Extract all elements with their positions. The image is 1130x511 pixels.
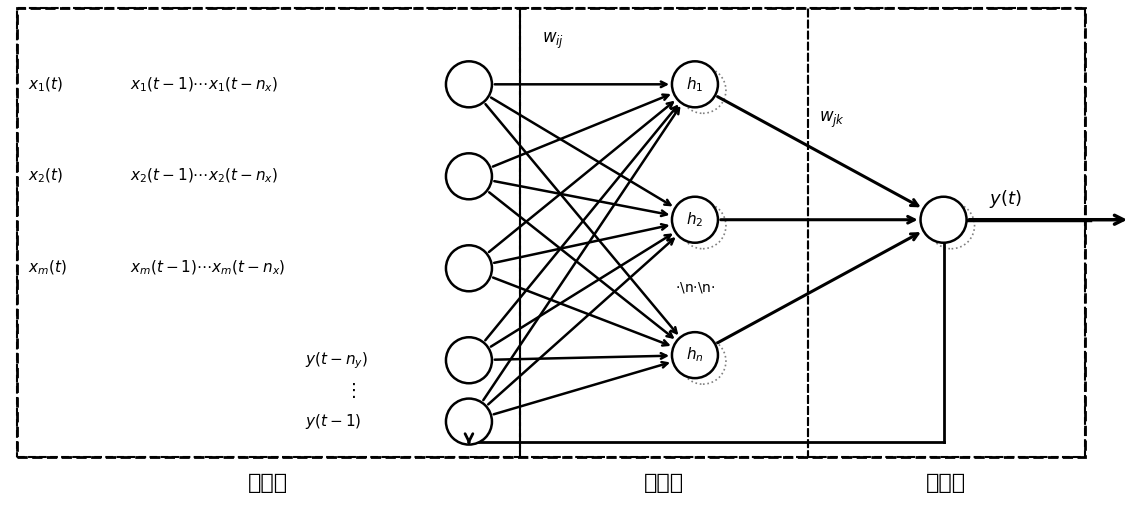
Text: 隐藏层: 隐藏层 xyxy=(644,473,684,493)
Text: $y(t-n_y)$: $y(t-n_y)$ xyxy=(305,350,368,370)
Circle shape xyxy=(672,332,718,378)
Text: $x_m(t-1)\cdots x_m(t-n_x)$: $x_m(t-1)\cdots x_m(t-n_x)$ xyxy=(130,259,285,277)
Circle shape xyxy=(446,61,492,107)
Circle shape xyxy=(672,61,718,107)
Text: $x_2(t)$: $x_2(t)$ xyxy=(28,167,63,185)
Circle shape xyxy=(446,399,492,445)
Text: $\vdots$: $\vdots$ xyxy=(345,381,356,401)
Circle shape xyxy=(921,197,966,243)
Text: $h_2$: $h_2$ xyxy=(686,211,704,229)
Text: $x_2(t-1)\cdots x_2(t-n_x)$: $x_2(t-1)\cdots x_2(t-n_x)$ xyxy=(130,167,278,185)
Text: $w_{jk}$: $w_{jk}$ xyxy=(819,110,845,130)
Text: $\cdot$\n$\cdot$\n$\cdot$: $\cdot$\n$\cdot$\n$\cdot$ xyxy=(675,280,715,295)
Circle shape xyxy=(446,245,492,291)
Text: $y(t)$: $y(t)$ xyxy=(989,188,1022,211)
Text: $x_m(t)$: $x_m(t)$ xyxy=(28,259,67,277)
Text: $y(t-1)$: $y(t-1)$ xyxy=(305,412,362,431)
Text: $h_1$: $h_1$ xyxy=(686,75,704,94)
Circle shape xyxy=(446,337,492,383)
Text: 输入层: 输入层 xyxy=(249,473,288,493)
Text: 输出层: 输出层 xyxy=(927,473,966,493)
Text: $x_1(t-1)\cdots x_1(t-n_x)$: $x_1(t-1)\cdots x_1(t-n_x)$ xyxy=(130,75,278,94)
Circle shape xyxy=(446,153,492,199)
Circle shape xyxy=(672,197,718,243)
Text: $w_{ij}$: $w_{ij}$ xyxy=(542,31,565,51)
Text: $h_n$: $h_n$ xyxy=(686,346,704,364)
Text: $x_1(t)$: $x_1(t)$ xyxy=(28,75,63,94)
